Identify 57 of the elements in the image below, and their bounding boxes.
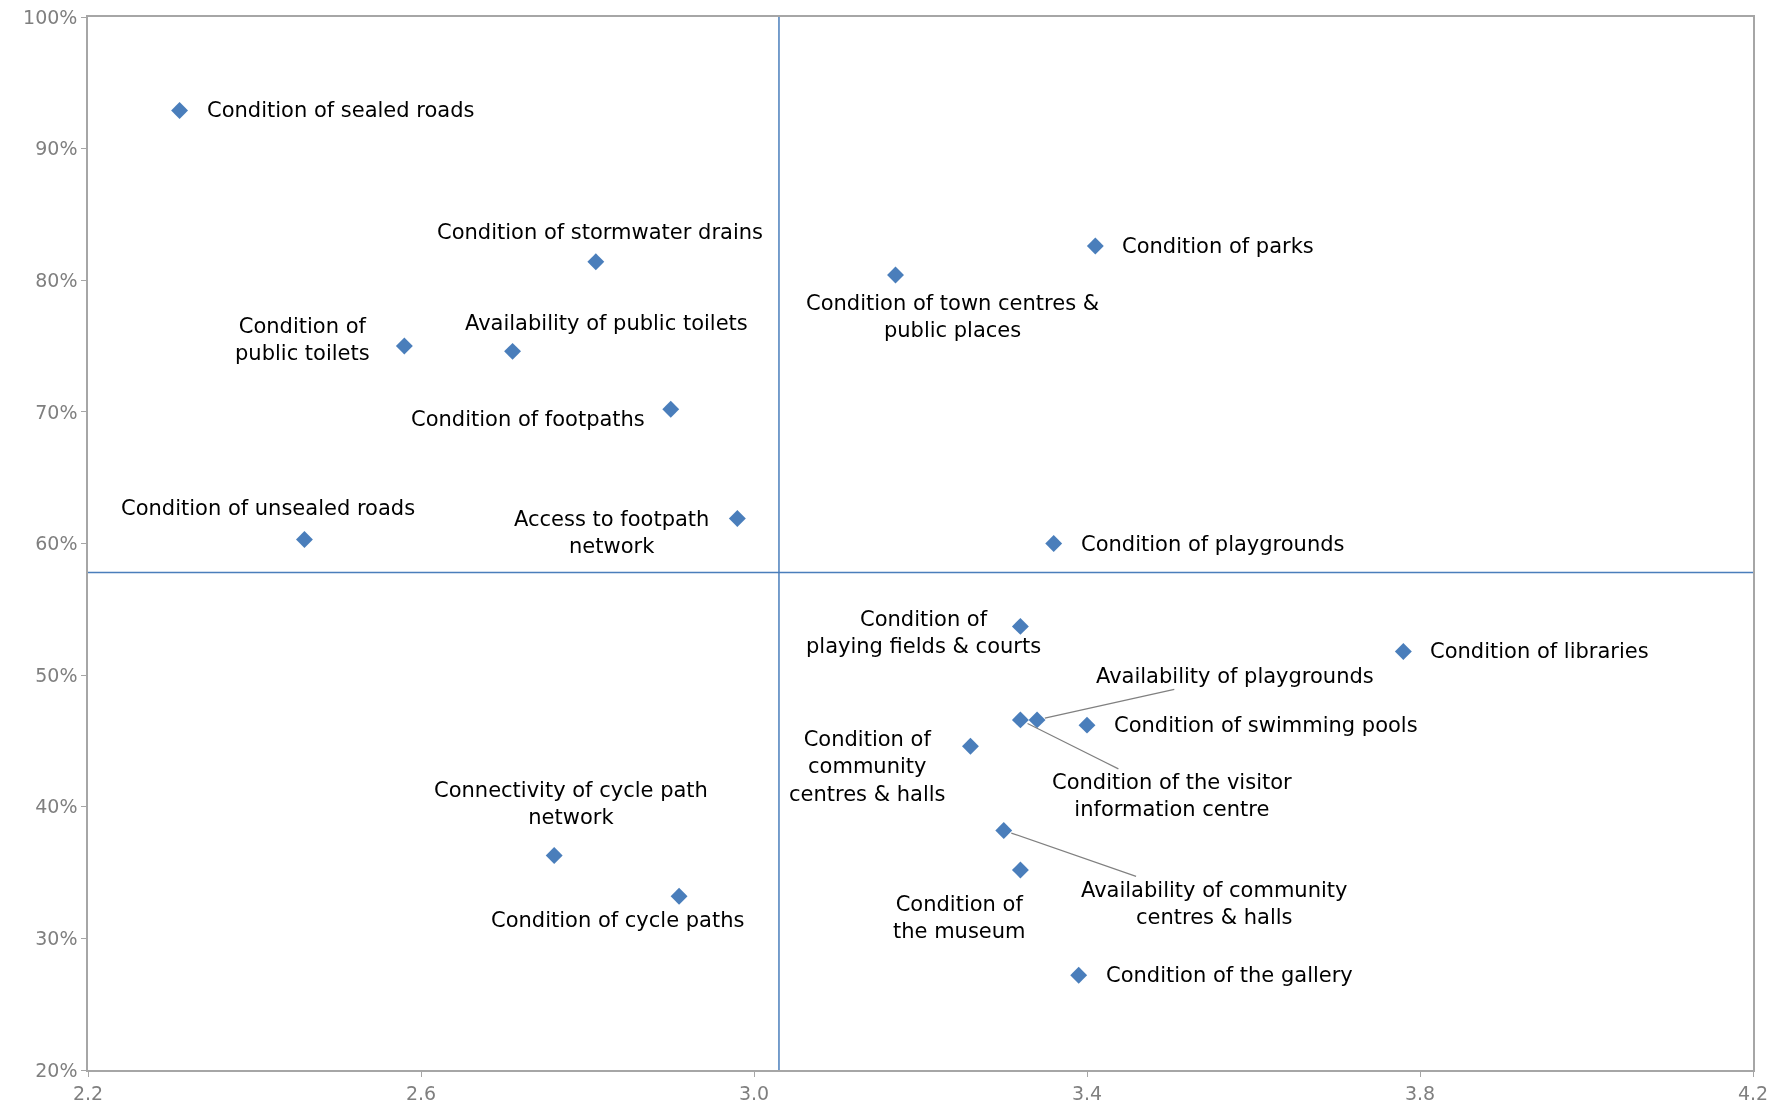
annotation: Condition of public toilets — [235, 314, 370, 366]
annotation: Condition of cycle paths — [491, 908, 745, 932]
y-tick-label: 60% — [35, 532, 78, 555]
y-tick-label: 70% — [35, 400, 78, 423]
annotation: Condition of unsealed roads — [121, 496, 416, 520]
annotation: Condition of playgrounds — [1081, 532, 1345, 556]
x-tick-label: 3.8 — [1404, 1081, 1436, 1104]
annotation: Condition of the gallery — [1106, 963, 1353, 987]
point — [962, 737, 979, 755]
point — [1011, 617, 1029, 635]
annotation: Condition of town centres & public places — [806, 291, 1100, 343]
point — [587, 253, 605, 271]
annotation: Condition of sealed roads — [207, 98, 475, 122]
annotation: Access to footpath network — [514, 507, 710, 559]
point — [662, 400, 680, 418]
point — [395, 337, 413, 355]
annotation: Condition of stormwater drains — [437, 220, 763, 244]
x-tick-label: 2.6 — [405, 1081, 437, 1104]
point — [887, 266, 904, 284]
point — [670, 887, 688, 905]
point — [504, 342, 522, 360]
point — [1011, 861, 1029, 879]
annotation: Availability of community centres & halls — [1081, 878, 1348, 930]
annotation: Condition of playing fields & courts — [806, 607, 1042, 659]
annotation: Condition of libraries — [1430, 639, 1649, 663]
point — [1394, 642, 1412, 660]
y-tick-label: 30% — [35, 927, 78, 950]
y-tick-label: 80% — [35, 268, 78, 291]
point — [1086, 237, 1104, 255]
annotation: Condition of footpaths — [411, 407, 645, 431]
y-tick-label: 40% — [35, 795, 78, 818]
point — [728, 510, 746, 527]
y-tick-label: 90% — [35, 137, 78, 160]
annotation: Condition of parks — [1122, 234, 1314, 258]
point — [296, 531, 313, 548]
x-tick-label: 3.4 — [1071, 1081, 1103, 1104]
y-tick-label: 100% — [23, 5, 78, 28]
point — [545, 847, 563, 864]
y-tick-label: 20% — [35, 1058, 78, 1081]
point — [1070, 966, 1088, 984]
annotation: Availability of playgrounds — [1096, 664, 1374, 688]
annotation: Condition of the museum — [893, 892, 1026, 944]
point — [171, 102, 189, 119]
annotation: Availability of public toilets — [465, 311, 748, 335]
point — [1028, 711, 1046, 729]
annotation: Connectivity of cycle path network — [434, 778, 708, 830]
annotation: Condition of the visitor information centre — [1052, 770, 1293, 822]
x-tick-label: 2.2 — [72, 1081, 104, 1104]
annotation: Condition of swimming pools — [1114, 713, 1418, 737]
y-tick-label: 50% — [35, 663, 78, 686]
annotation: Condition of community centres & halls — [789, 727, 946, 806]
x-tick-label: 4.2 — [1737, 1081, 1769, 1104]
x-tick-label: 3.0 — [738, 1081, 770, 1104]
point — [1078, 716, 1096, 734]
point — [1045, 535, 1063, 552]
point — [1011, 711, 1029, 729]
point — [995, 821, 1013, 839]
